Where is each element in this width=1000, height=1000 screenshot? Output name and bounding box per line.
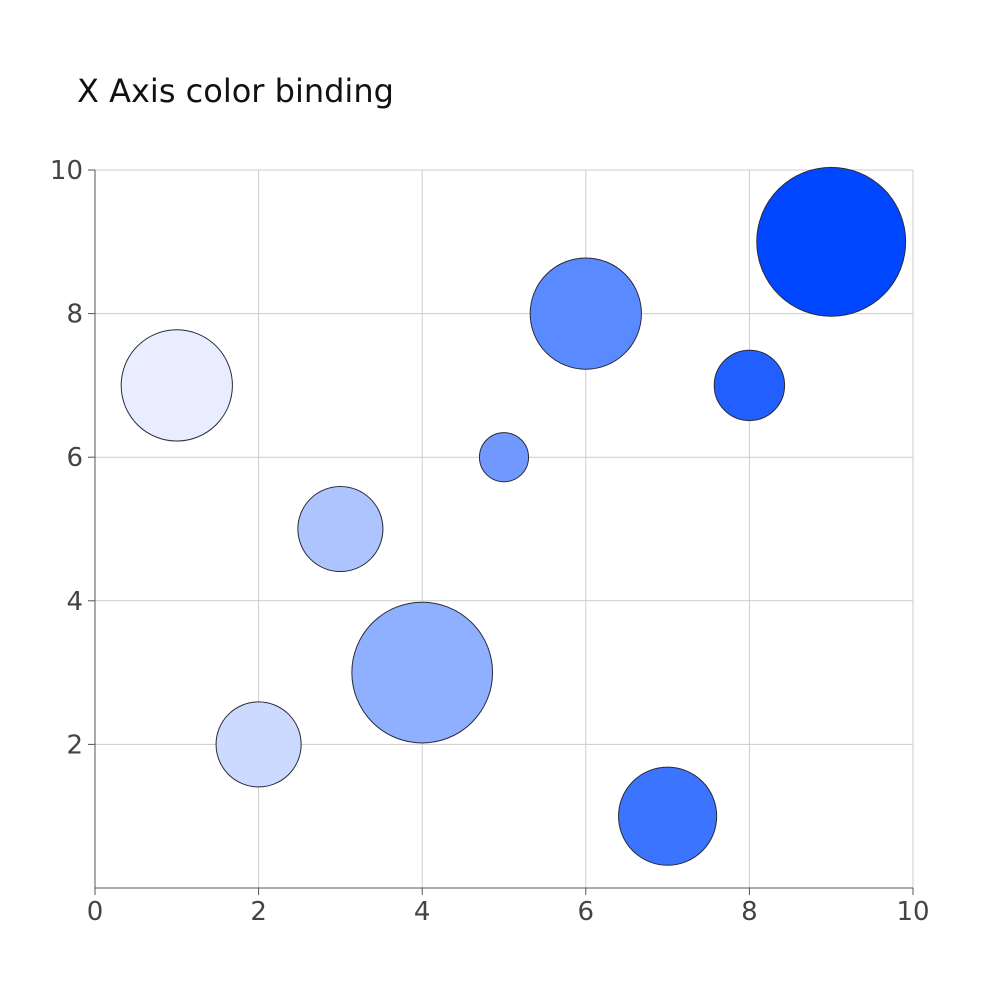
bubble-point[interactable] — [713, 349, 786, 422]
y-tick-label: 6 — [66, 443, 83, 473]
y-tick-label: 10 — [50, 156, 83, 186]
x-tick-label: 8 — [741, 897, 758, 927]
bubbles — [120, 166, 907, 866]
x-tick-label: 2 — [250, 897, 267, 927]
bubble-point[interactable] — [297, 485, 384, 573]
x-tick-label: 0 — [87, 897, 104, 927]
axes — [88, 169, 914, 895]
x-tick-label: 4 — [414, 897, 431, 927]
y-tick-label: 4 — [66, 587, 83, 617]
bubble-point[interactable] — [478, 432, 530, 483]
tick-labels: 0 2 4 6 8 10 2 4 6 8 10 — [50, 156, 930, 927]
x-tick-label: 10 — [896, 897, 929, 927]
bubble-point[interactable] — [351, 601, 494, 744]
bubble-point[interactable] — [215, 701, 302, 788]
y-tick-label: 8 — [66, 300, 83, 330]
bubble-point[interactable] — [618, 766, 718, 866]
x-tick-label: 6 — [578, 897, 595, 927]
y-tick-label: 2 — [66, 730, 83, 760]
chart-title: X Axis color binding — [77, 72, 394, 110]
bubble-point[interactable] — [120, 329, 233, 442]
bubble-point[interactable] — [756, 166, 907, 317]
bubble-point[interactable] — [529, 257, 642, 370]
